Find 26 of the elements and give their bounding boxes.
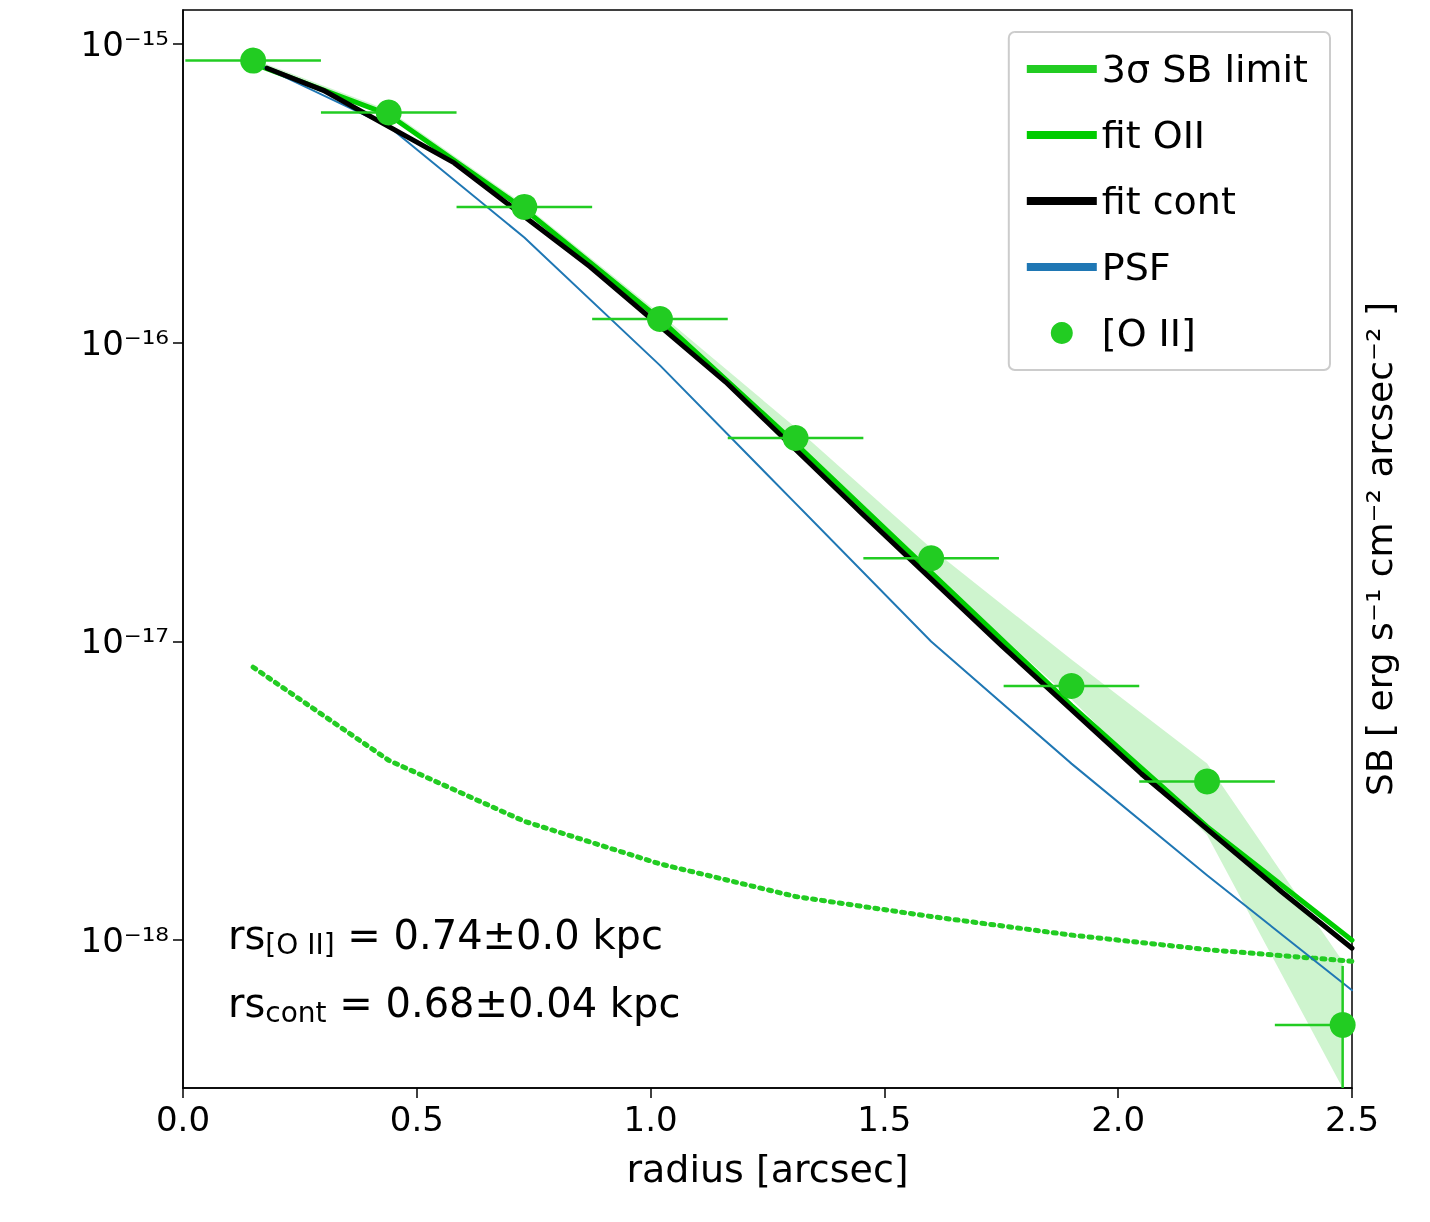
x-axis-title: radius [arcsec] [626,1147,909,1191]
point [1058,672,1085,699]
point [375,99,402,126]
point [1329,1012,1356,1039]
point [1194,768,1221,795]
legend-label: PSF [1101,245,1171,289]
y-axis-title: SB [ erg s⁻¹ cm⁻² arcsec⁻² ] [1358,302,1400,796]
point [646,306,673,333]
y-tick-label: 10⁻¹⁷ [80,621,169,662]
point [782,424,809,451]
x-tick-label: 1.5 [857,1099,912,1139]
x-tick-label: 2.0 [1091,1099,1146,1139]
legend-label: 3σ SB limit [1101,47,1308,91]
x-tick-label: 0.5 [389,1099,444,1139]
y-tick-label: 10⁻¹⁸ [80,920,169,961]
point [511,193,538,220]
point [918,545,945,572]
legend-label: fit OII [1101,113,1206,157]
legend-label: [O II] [1101,311,1196,355]
y-tick-label: 10⁻¹⁶ [80,322,169,363]
x-tick-label: 1.0 [623,1099,678,1139]
y-tick-label: 10⁻¹⁵ [80,24,169,65]
legend-label: fit cont [1101,179,1236,223]
point [240,47,267,74]
x-tick-label: 0.0 [155,1099,211,1139]
x-tick-label: 2.5 [1324,1099,1380,1139]
